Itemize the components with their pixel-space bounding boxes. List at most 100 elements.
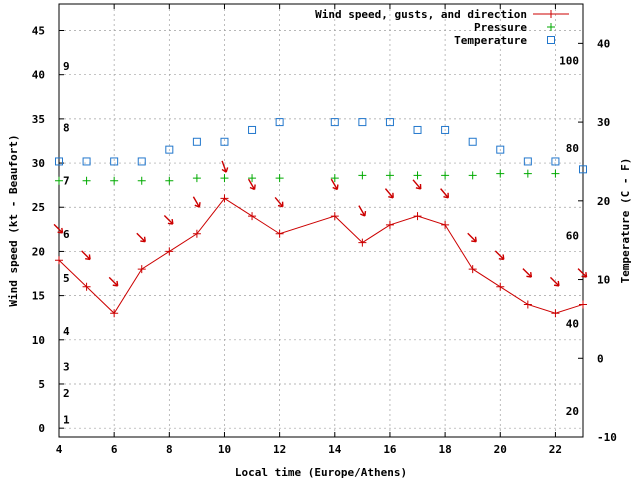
data-point <box>82 176 91 185</box>
x-tick-label: 6 <box>111 443 118 456</box>
data-point <box>220 137 229 146</box>
plot-border <box>58 3 584 438</box>
data-point <box>579 300 587 309</box>
y-left-tick-label: 40 <box>32 69 45 82</box>
data-point <box>413 125 422 134</box>
y-axis-left-label: Wind speed (kt - Beaufort) <box>7 134 20 306</box>
data-point <box>468 171 477 180</box>
beaufort-label: 3 <box>63 360 70 373</box>
data-point <box>496 282 505 291</box>
data-point <box>468 137 477 146</box>
data-point <box>385 171 394 180</box>
wind-arrow-shape <box>577 268 588 278</box>
beaufort-label: 1 <box>63 413 70 426</box>
wind-arrow-shape <box>522 268 533 278</box>
wind-arrow <box>467 232 477 243</box>
y-right-tick-label: 30 <box>597 116 610 129</box>
x-tick-label: 8 <box>166 443 173 456</box>
data-point <box>468 265 477 274</box>
data-point <box>413 212 422 221</box>
y-right-tick-label: -10 <box>597 431 617 444</box>
fahrenheit-label: 20 <box>566 405 579 418</box>
y-left-tick-label: 5 <box>38 378 45 391</box>
y-left-tick-label: 20 <box>32 245 45 258</box>
data-point <box>551 309 560 318</box>
beaufort-label: 7 <box>63 175 70 188</box>
wind-arrow <box>247 178 256 191</box>
wind-arrow <box>274 197 284 208</box>
fahrenheit-label: 40 <box>566 318 579 331</box>
y-left-tick-label: 25 <box>32 201 45 214</box>
wind-arrow <box>163 215 174 225</box>
data-point <box>248 212 257 221</box>
wind-arrow <box>549 276 560 287</box>
fahrenheit-label: 60 <box>566 229 579 242</box>
beaufort-label: 5 <box>63 272 70 285</box>
data-point <box>110 157 119 166</box>
data-point <box>55 176 63 185</box>
data-point <box>82 282 91 291</box>
data-point <box>385 118 394 127</box>
y-right-tick-label: 40 <box>597 37 610 50</box>
data-point <box>275 118 284 127</box>
data-point <box>496 145 505 154</box>
beaufort-label: 9 <box>63 60 70 73</box>
wind-arrow <box>192 196 201 208</box>
data-point <box>413 171 422 180</box>
wind-speed-line <box>58 197 584 315</box>
data-point <box>165 145 174 154</box>
data-point <box>192 229 201 238</box>
data-point <box>165 176 174 185</box>
wind-arrow-shape <box>412 179 422 190</box>
data-point <box>110 176 119 185</box>
fahrenheit-label: 100 <box>559 55 579 68</box>
wind-arrow-shape <box>358 205 367 217</box>
data-point <box>496 169 505 178</box>
fahrenheit-label: 80 <box>566 142 579 155</box>
data-point <box>551 157 560 166</box>
legend-marker <box>547 10 555 18</box>
beaufort-label: 2 <box>63 387 70 400</box>
data-point <box>358 171 367 180</box>
data-point <box>192 137 201 146</box>
wind-arrow-shape <box>384 188 394 199</box>
legend-marker <box>547 36 555 44</box>
data-point <box>330 174 339 183</box>
data-point <box>165 247 174 256</box>
data-point <box>55 256 63 265</box>
wind-arrow-shape <box>247 178 256 191</box>
y-left-tick-label: 0 <box>38 422 45 435</box>
series-layer <box>55 118 587 318</box>
wind-arrow <box>494 250 505 261</box>
wind-direction-arrows <box>53 160 588 287</box>
data-point <box>275 229 284 238</box>
wind-arrow-shape <box>549 276 560 287</box>
wind-arrow <box>330 178 339 191</box>
data-point <box>110 309 119 318</box>
x-tick-label: 20 <box>494 443 507 456</box>
y-left-tick-label: 35 <box>32 113 45 126</box>
y-right-tick-label: 10 <box>597 274 610 287</box>
data-point <box>358 238 367 247</box>
beaufort-label: 6 <box>63 228 70 241</box>
data-point <box>330 118 339 127</box>
wind-arrow <box>522 268 533 278</box>
wind-arrow-shape <box>81 250 91 261</box>
y-right-tick-label: 0 <box>597 352 604 365</box>
wind-arrow-shape <box>467 232 477 243</box>
legend: Wind speed, gusts, and directionPressure… <box>315 8 569 47</box>
data-point <box>441 220 450 229</box>
data-point <box>192 174 201 183</box>
wind-arrow-shape <box>108 276 119 287</box>
data-point <box>358 118 367 127</box>
data-point <box>523 300 532 309</box>
wind-arrow <box>136 232 146 243</box>
data-point <box>523 157 532 166</box>
legend-label: Wind speed, gusts, and direction <box>315 8 527 21</box>
x-tick-label: 12 <box>273 443 286 456</box>
wind-arrow <box>358 205 367 217</box>
data-point <box>579 165 587 174</box>
data-point <box>55 157 63 166</box>
y-left-tick-label: 30 <box>32 157 45 170</box>
